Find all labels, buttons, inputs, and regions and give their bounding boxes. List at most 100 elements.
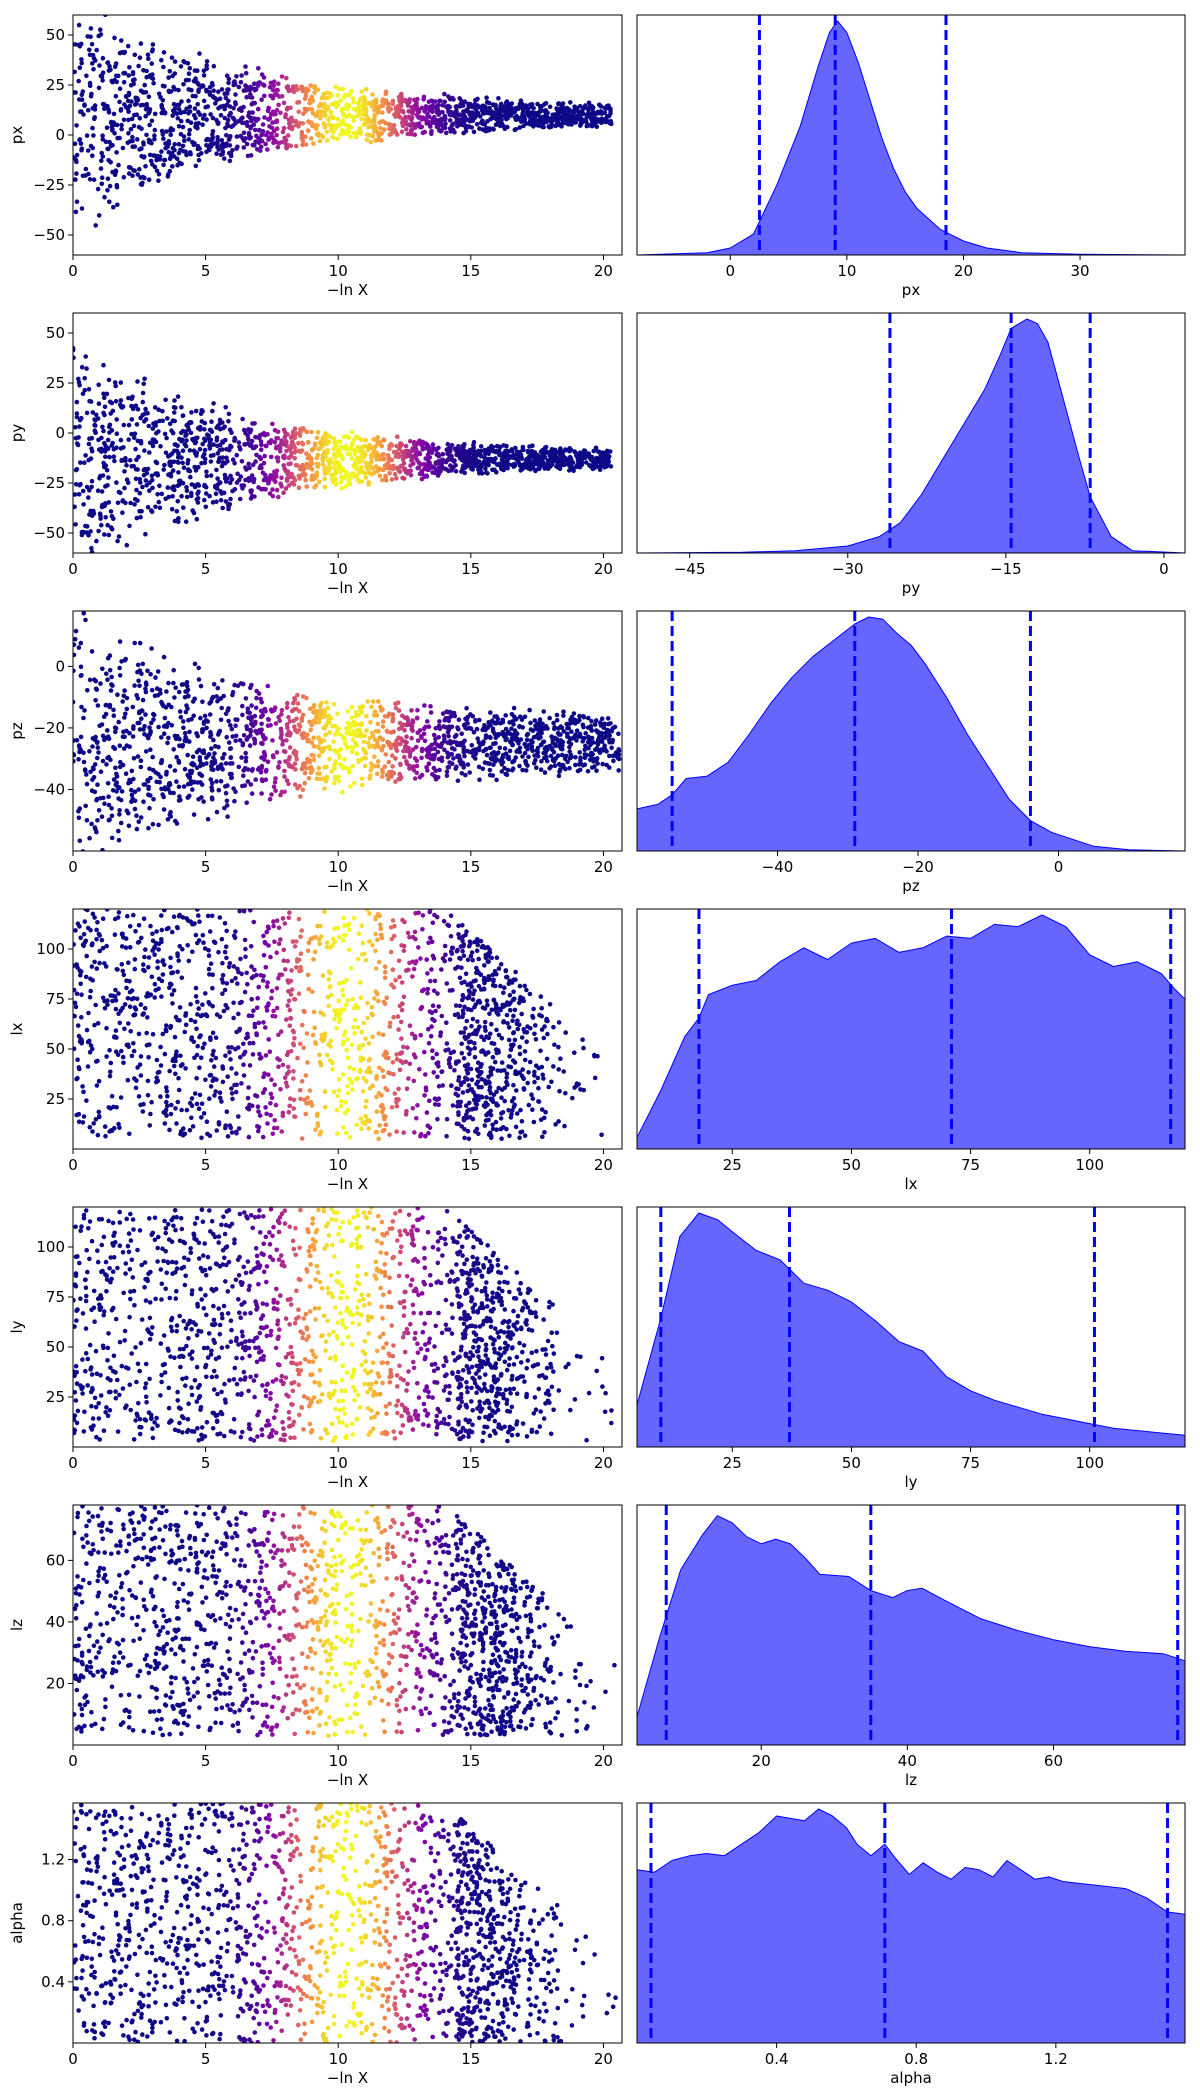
trace-point [520, 754, 525, 759]
trace-point [121, 79, 127, 85]
trace-point [109, 674, 114, 680]
trace-point [317, 116, 323, 121]
trace-point [306, 775, 312, 781]
trace-point [244, 94, 249, 100]
trace-point [134, 813, 139, 818]
trace-point [493, 735, 499, 741]
trace-point [348, 134, 353, 140]
trace-point [322, 707, 327, 713]
trace-point [241, 130, 247, 136]
trace-point [226, 80, 231, 86]
trace-point [215, 482, 221, 488]
trace-point [197, 755, 203, 760]
trace-point [372, 450, 378, 455]
trace-point [100, 666, 105, 672]
trace-point [289, 471, 295, 477]
trace-point [73, 425, 78, 430]
trace-point [307, 719, 312, 725]
trace-point [527, 444, 532, 449]
trace-point [209, 419, 214, 425]
trace-point [138, 438, 144, 444]
trace-point [186, 773, 191, 779]
trace-point [135, 696, 141, 701]
trace-point [434, 124, 440, 130]
trace-point [212, 760, 218, 765]
trace-point [353, 448, 359, 454]
trace-point [493, 114, 498, 119]
trace-point [226, 419, 231, 424]
trace-point [150, 443, 156, 449]
trace-point [249, 473, 255, 478]
trace-point [447, 446, 452, 451]
trace-point [127, 730, 132, 736]
trace-point [195, 435, 200, 441]
trace-point [162, 431, 168, 437]
trace-point [273, 788, 278, 794]
trace-point [189, 490, 194, 496]
trace-point [73, 752, 76, 757]
trace-point [407, 453, 412, 459]
trace-point [374, 457, 380, 462]
trace-point [124, 706, 130, 712]
trace-point [563, 447, 569, 453]
trace-point [259, 721, 264, 727]
trace-point [76, 492, 82, 497]
trace-point [570, 109, 576, 114]
trace-point [247, 743, 253, 748]
trace-point [73, 492, 78, 497]
trace-point [208, 459, 214, 464]
trace-point [102, 736, 108, 741]
trace-point [188, 474, 193, 480]
trace-point [98, 27, 103, 32]
trace-point [552, 763, 558, 768]
trace-point [577, 767, 583, 773]
trace-point [109, 813, 115, 819]
trace-point [274, 92, 280, 97]
trace-point [559, 452, 564, 457]
trace-point [556, 773, 562, 779]
posterior-x-tick-label: −45 [674, 560, 706, 578]
trace-point [577, 717, 582, 723]
trace-point [121, 117, 127, 123]
trace-point [110, 683, 115, 688]
trace-point [195, 500, 201, 505]
trace-point [303, 134, 308, 139]
trace-point [483, 735, 489, 740]
trace-point [249, 438, 255, 444]
trace-point [116, 162, 121, 168]
trace-point [82, 387, 88, 393]
trace-point [497, 444, 503, 450]
trace-point [339, 486, 344, 491]
trace-point [338, 444, 344, 450]
trace-point [126, 131, 131, 136]
trace-point [101, 714, 107, 719]
trace-point [177, 160, 182, 166]
trace-point [230, 457, 236, 463]
trace-point [436, 459, 442, 464]
trace-point [73, 355, 76, 360]
trace-point [206, 143, 211, 149]
trace-point [299, 85, 305, 90]
trace-point [607, 733, 612, 738]
trace-point [181, 505, 186, 511]
trace-point [220, 755, 225, 761]
trace-point [197, 446, 203, 452]
trace-point [338, 98, 343, 103]
trace-point [202, 447, 208, 453]
trace-point [76, 78, 81, 84]
trace-point [133, 466, 139, 472]
trace-point [214, 467, 219, 473]
trace-point [316, 753, 322, 759]
trace-point [330, 460, 336, 465]
trace-point [77, 866, 82, 871]
trace-point [130, 71, 136, 77]
trace-point [345, 451, 350, 457]
trace-point [249, 116, 255, 122]
trace-point [87, 835, 92, 841]
trace-point [265, 432, 270, 437]
trace-point [230, 148, 235, 153]
trace-point [249, 682, 254, 688]
posterior-x-tick-label: 0 [726, 262, 736, 280]
trace-point [413, 744, 419, 750]
trace-point [331, 129, 336, 135]
